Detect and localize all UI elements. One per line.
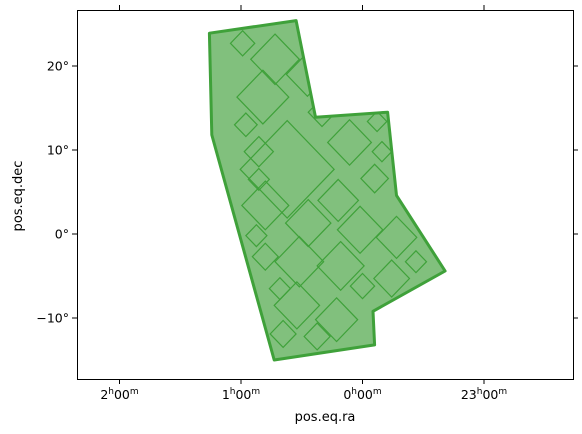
plot-area	[207, 19, 447, 362]
coverage-tile-2	[249, 33, 301, 86]
coverage-tile-25	[233, 112, 259, 138]
coverage-tile-8	[336, 205, 384, 255]
x-tick-label-1: 1h00m	[222, 387, 260, 402]
coverage-tile-26	[311, 39, 336, 66]
coverage-tile-5	[240, 180, 290, 231]
y-tick-label-3: −10°	[36, 311, 69, 326]
coverage-tile-20	[269, 319, 297, 349]
coverage-tile-21	[229, 29, 256, 57]
coverage-tile-10	[274, 235, 325, 288]
coverage-tile-24	[349, 272, 376, 300]
x-axis-label: pos.eq.ra	[295, 410, 356, 425]
y-axis-label: pos.eq.dec	[11, 161, 26, 232]
y-tick-label-2: 0°	[55, 227, 69, 242]
y-tick-label-0: 20°	[47, 59, 69, 74]
coverage-tile-28	[371, 140, 393, 163]
x-axis-ticks: 2h00m 1h00m 0h00m 23h00m	[100, 5, 507, 402]
coverage-tile-29	[245, 223, 268, 248]
x-tick-label-0: 2h00m	[100, 387, 138, 402]
x-tick-label-3: 23h00m	[461, 387, 507, 402]
coverage-tile-4	[326, 118, 373, 166]
coverage-tile-12	[373, 259, 411, 298]
coverage-tile-30	[247, 167, 271, 192]
coverage-tile-15	[251, 242, 280, 271]
coverage-tile-1	[236, 69, 290, 125]
y-axis-ticks: 20° 10° 0° −10°	[36, 59, 578, 326]
y-tick-label-1: 10°	[47, 143, 69, 158]
coverage-tile-9	[375, 215, 418, 260]
coverage-tile-11	[316, 240, 365, 292]
coverage-tile-18	[360, 163, 390, 194]
x-tick-label-2: 0h00m	[343, 387, 381, 402]
coverage-tile-7	[317, 178, 360, 223]
coverage-tile-19	[303, 322, 331, 351]
coverage-tile-16	[243, 135, 275, 168]
axes-frame	[77, 10, 574, 380]
coverage-tile-22	[268, 276, 292, 301]
coverage-tile-0	[239, 119, 335, 219]
coverage-tile-14	[314, 296, 359, 343]
healpix-tiles	[229, 29, 428, 351]
coverage-tile-23	[404, 249, 428, 274]
coverage-tile-27	[366, 110, 388, 133]
